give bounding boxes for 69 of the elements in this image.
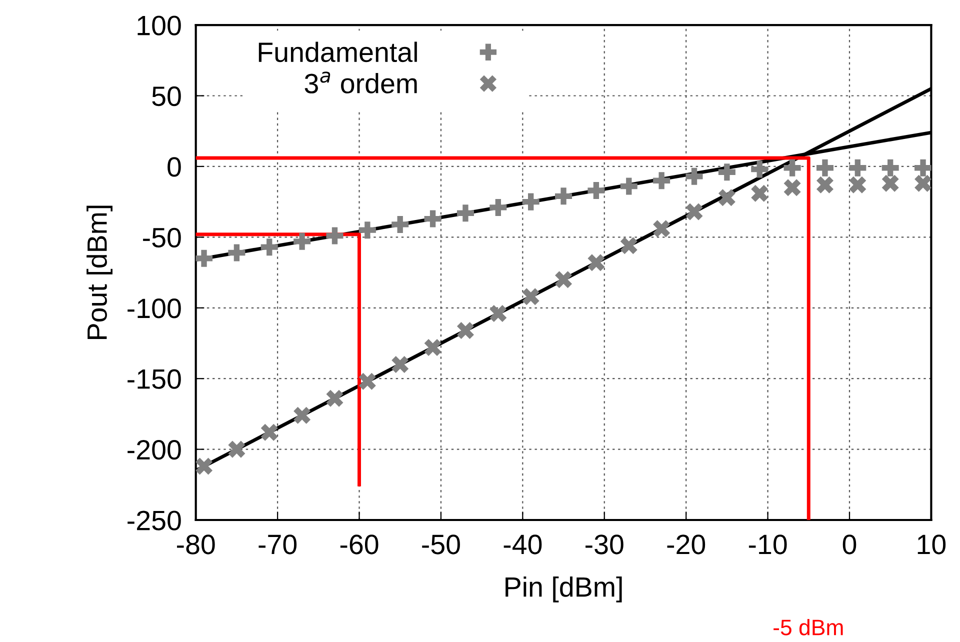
point [522,288,540,306]
point [816,176,834,194]
point [849,159,866,176]
point [882,159,899,176]
x-tick-label: 0 [842,534,856,554]
point [228,440,246,458]
y-tick-label: 100 [138,16,181,36]
y-tick-label: -150 [128,369,181,389]
point [686,203,703,220]
y-tick-label: 50 [152,86,181,106]
point [653,172,670,190]
point [294,232,311,250]
point [326,390,344,407]
point [914,159,932,176]
point [392,216,409,233]
point [620,178,638,195]
legend-label: Fundamental [258,42,417,62]
point [490,198,507,216]
point [784,159,801,176]
point [294,406,311,424]
point [588,254,605,272]
y-tick-label: -200 [128,440,181,460]
point [718,164,736,181]
legend-label: 3$^{a}$ ordem [304,72,417,94]
x-tick-label: -80 [177,534,215,554]
x-tick-label: -40 [504,534,542,554]
point [522,193,540,210]
x-tick-label: 10 [918,534,946,554]
point [260,424,278,441]
point [653,220,670,238]
point [456,322,474,340]
point [424,338,442,356]
point [490,305,507,322]
y-axis-title: Pout [dBm] [86,206,112,339]
point [424,210,442,228]
point [555,188,572,205]
point [358,372,376,390]
point [456,204,474,222]
point [620,237,638,254]
point [588,182,605,200]
point [196,250,213,267]
point [326,227,344,244]
y-tick-label: -50 [143,228,181,248]
point [555,271,572,288]
point [260,238,278,256]
x-tick-label: -70 [258,534,297,554]
point [816,159,834,176]
point [392,356,409,373]
point [914,174,932,192]
x-tick-label: -50 [422,534,460,554]
x-tick-label: -20 [667,534,706,554]
point [784,179,801,196]
point [358,222,376,239]
point [882,174,899,192]
x-tick-label: -60 [340,534,378,554]
point [686,168,703,185]
point [751,184,768,202]
x-tick-label: -10 [748,534,787,554]
point [228,244,246,262]
y-tick-label: -100 [128,298,181,318]
point [718,189,736,206]
point [196,458,213,475]
x-tick-label: -30 [586,534,624,554]
point [849,176,866,194]
text: -5 dBm [774,619,843,636]
x-axis-title: Pin [dBm] [506,576,622,602]
y-tick-label: -250 [128,510,181,530]
point [751,160,768,178]
y-tick-label: 0 [168,157,181,177]
